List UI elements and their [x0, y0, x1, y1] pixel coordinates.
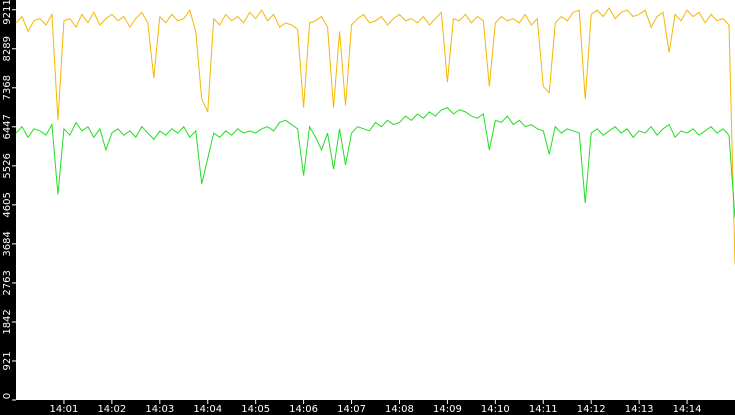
x-tick-label: 14:06: [289, 404, 318, 415]
x-tick-label: 14:11: [529, 404, 558, 415]
x-tick-label: 14:13: [625, 404, 654, 415]
y-tick-label: 0: [2, 393, 13, 399]
x-tick-label: 14:08: [385, 404, 414, 415]
plot-area: [16, 0, 735, 400]
y-tick-label: 7368: [2, 75, 13, 100]
series-line: [15, 107, 735, 218]
y-tick-label: 6447: [2, 114, 13, 139]
x-tick-label: 14:12: [577, 404, 606, 415]
y-tick-label: 1842: [2, 309, 13, 334]
x-tick-label: 14:14: [673, 404, 702, 415]
x-tick-label: 14:01: [50, 404, 79, 415]
x-tick-label: 14:09: [433, 404, 462, 415]
x-tick-label: 14:10: [481, 404, 510, 415]
y-tick-label: 3684: [2, 231, 13, 256]
y-tick-label: 8289: [2, 36, 13, 61]
x-tick-label: 14:02: [97, 404, 126, 415]
y-tick-label: 5526: [2, 153, 13, 178]
y-tick-label: 2763: [2, 270, 13, 295]
x-tick-label: 14:05: [241, 404, 270, 415]
x-tick-label: 14:04: [193, 404, 222, 415]
y-tick-label: 921: [2, 351, 13, 370]
x-tick-label: 14:07: [337, 404, 366, 415]
y-tick-label: 4605: [2, 192, 13, 217]
y-tick-label: 9211: [2, 0, 13, 25]
series-line: [15, 7, 735, 265]
x-tick-label: 14:03: [145, 404, 174, 415]
